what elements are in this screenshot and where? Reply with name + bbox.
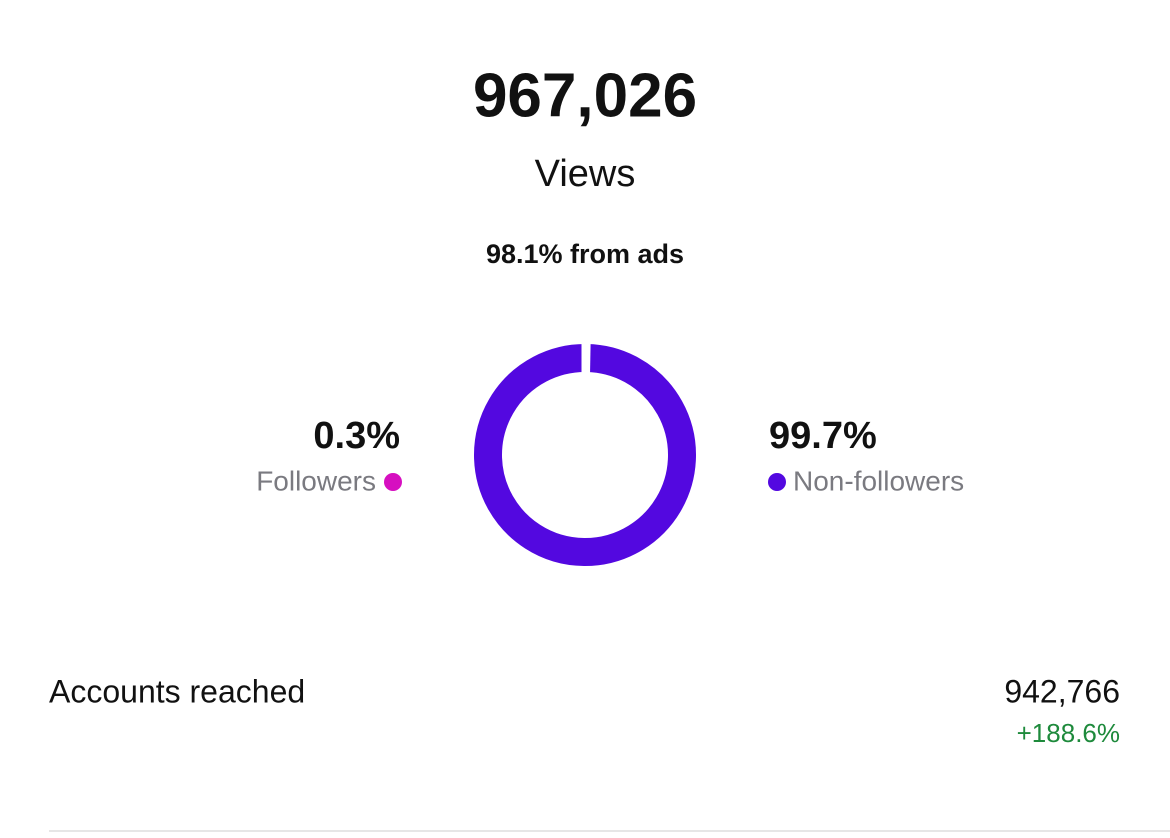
followers-label: Followers [256, 465, 376, 496]
ads-share: 98.1% from ads [486, 239, 684, 269]
non-followers-label: Non-followers [793, 465, 964, 496]
non-followers-legend-dot [768, 473, 786, 491]
donut-segment [488, 358, 682, 552]
views-total: 967,026 [473, 61, 697, 130]
segment-gap [586, 330, 587, 386]
donut-chart [488, 330, 682, 552]
stat-change: +188.6% [1017, 718, 1120, 748]
stat-value: 942,766 [1004, 673, 1120, 709]
followers-percent: 0.3% [313, 415, 400, 457]
views-label: Views [535, 153, 636, 195]
stat-label: Accounts reached [49, 673, 305, 709]
followers-legend-dot [384, 473, 402, 491]
non-followers-percent: 99.7% [769, 415, 877, 457]
